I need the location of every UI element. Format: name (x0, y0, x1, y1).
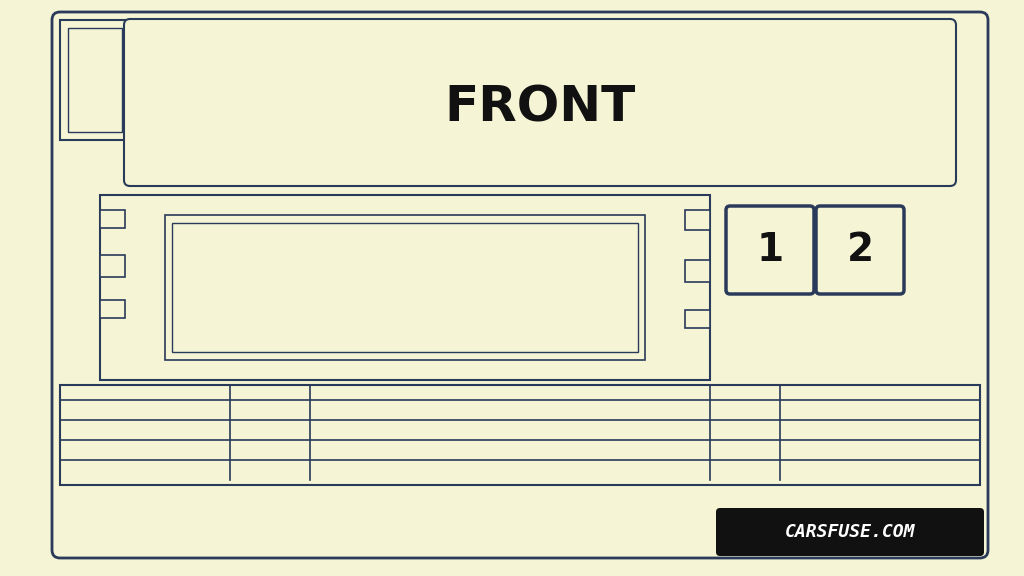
FancyBboxPatch shape (716, 508, 984, 556)
Bar (685, 310, 710, 328)
Bar (100, 300, 125, 318)
Bar (60, 20, 130, 140)
Text: 2: 2 (847, 231, 873, 269)
FancyBboxPatch shape (52, 12, 988, 558)
FancyBboxPatch shape (726, 206, 814, 294)
Bar (172, 223, 638, 352)
Bar (100, 210, 125, 228)
Bar (165, 215, 645, 360)
Bar (100, 195, 710, 380)
FancyBboxPatch shape (816, 206, 904, 294)
Bar (100, 255, 125, 277)
Text: CARSFUSE.COM: CARSFUSE.COM (784, 523, 915, 541)
Bar (60, 385, 980, 485)
Text: 1: 1 (757, 231, 783, 269)
FancyBboxPatch shape (124, 19, 956, 186)
Bar (685, 260, 710, 282)
Text: FRONT: FRONT (444, 84, 636, 132)
Bar (68, 28, 122, 132)
Bar (685, 210, 710, 230)
